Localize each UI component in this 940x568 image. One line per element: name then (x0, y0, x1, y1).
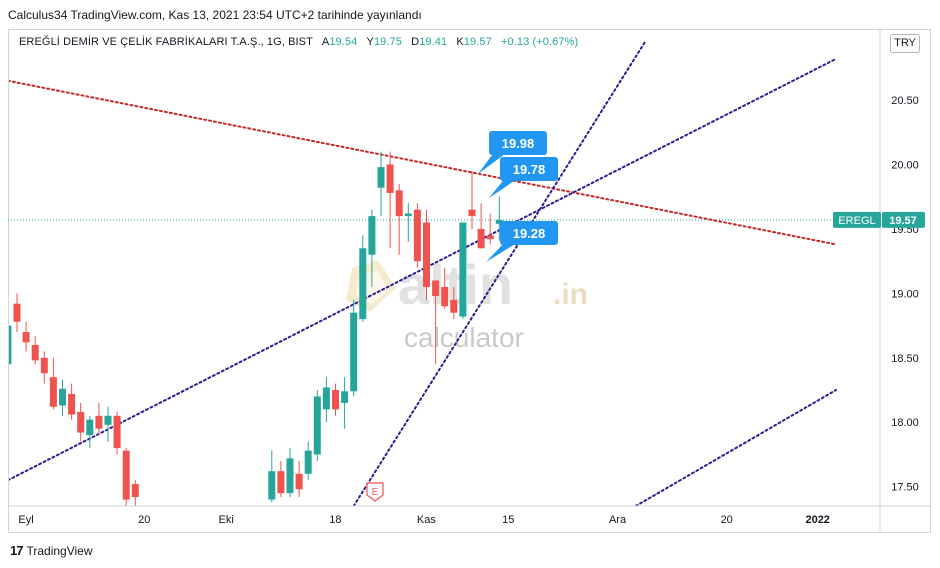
chart-frame (8, 29, 931, 533)
low-label: D (411, 36, 420, 48)
change-value: +0.13 (+0.67%) (501, 36, 579, 48)
open-label: A (321, 36, 330, 48)
low-value: 19.41 (419, 36, 448, 48)
tradingview-brand: TradingView (26, 543, 93, 558)
tradingview-logo: 17 TradingView (10, 543, 93, 558)
open-value: 19.54 (329, 36, 358, 48)
high-label: Y (366, 36, 374, 48)
close-value: 19.57 (463, 36, 492, 48)
high-value: 19.75 (373, 36, 402, 48)
currency-button[interactable]: TRY (890, 34, 920, 53)
close-label: K (456, 36, 464, 48)
symbol-legend: EREĞLİ DEMİR VE ÇELİK FABRİKALARI T.A.Ş.… (19, 36, 578, 48)
publish-info: Calculus34 TradingView.com, Kas 13, 2021… (8, 8, 422, 22)
symbol-name: EREĞLİ DEMİR VE ÇELİK FABRİKALARI T.A.Ş.… (19, 36, 313, 48)
tradingview-logo-icon: 17 (10, 543, 24, 558)
